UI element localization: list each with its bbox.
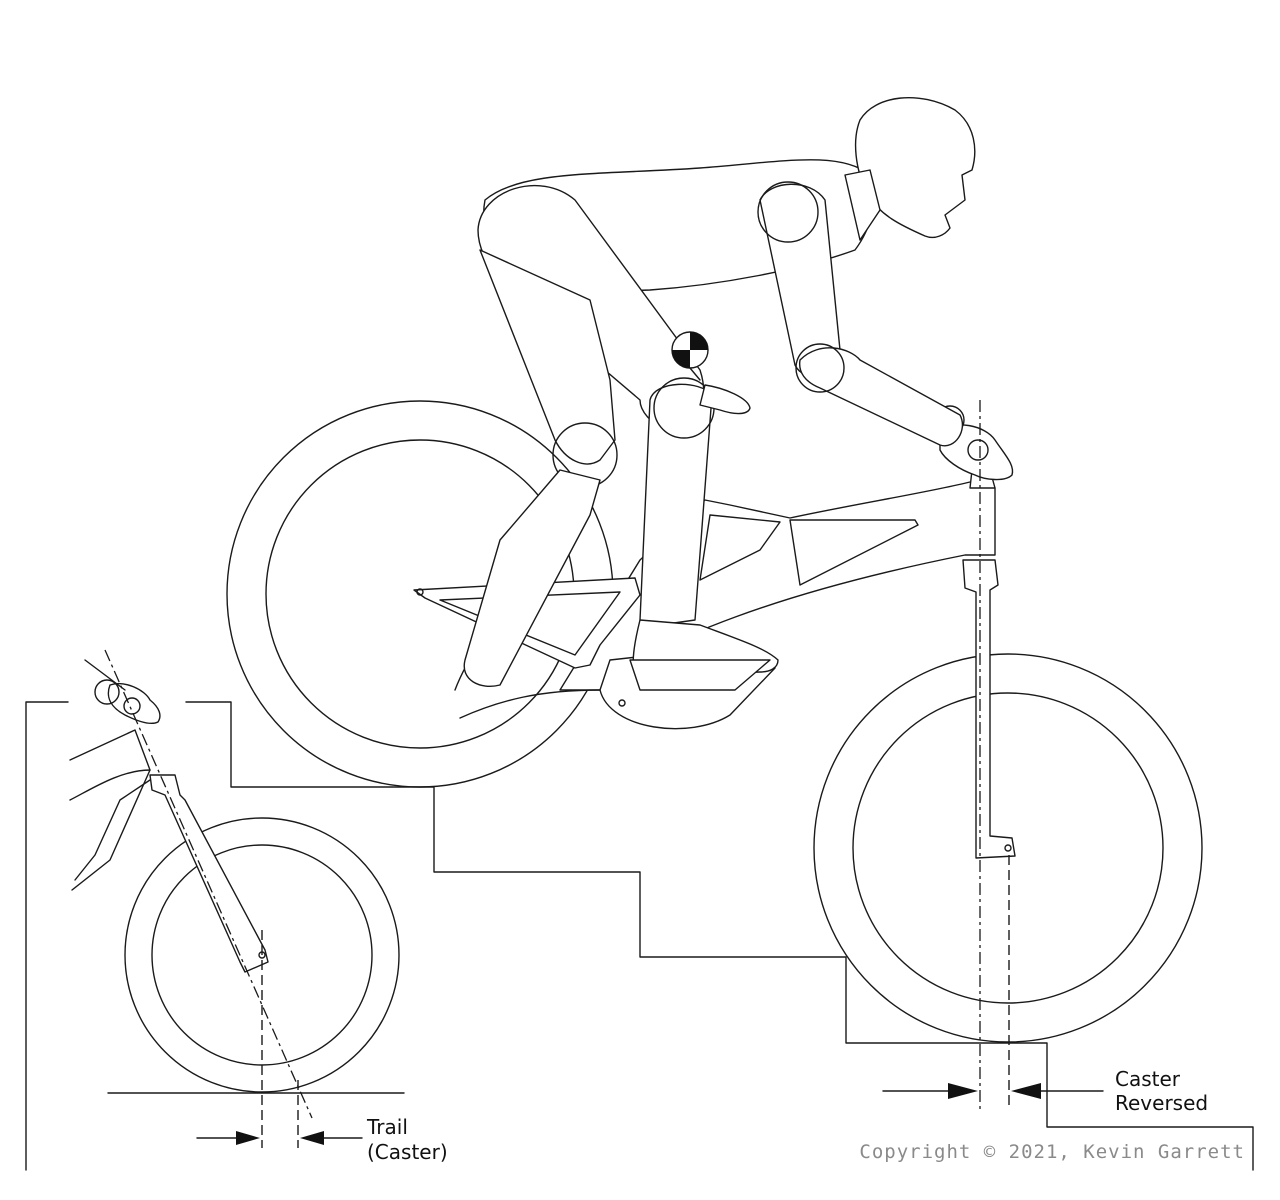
caster-reversed-label-line2: Reversed xyxy=(1115,1091,1208,1115)
center-of-mass-marker xyxy=(671,331,709,381)
inset-frame xyxy=(69,729,269,973)
copyright-notice: Copyright © 2021, Kevin Garrett xyxy=(859,1141,1245,1163)
trail-label-line2: (Caster) xyxy=(367,1140,448,1164)
stair-profile xyxy=(25,701,1254,1171)
caster-reversed-label-line1: Caster xyxy=(1115,1067,1181,1091)
inset-handlebar xyxy=(84,659,161,724)
rider xyxy=(463,97,976,691)
front-wheel xyxy=(813,653,1203,1043)
trail-label-line1: Trail xyxy=(366,1115,408,1139)
trail-dimension xyxy=(196,1131,363,1145)
caster-reversed-dimension xyxy=(882,1083,1104,1099)
